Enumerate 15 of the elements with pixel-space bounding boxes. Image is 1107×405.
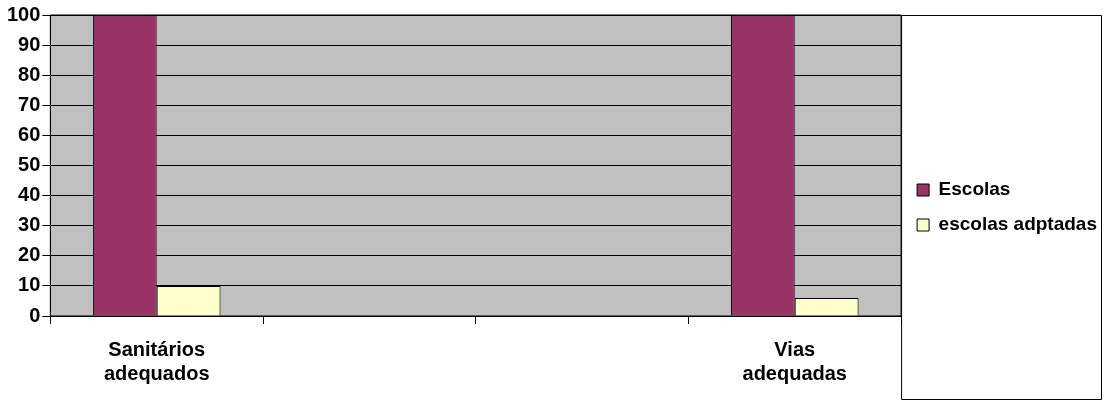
y-tick-label: 0 — [29, 303, 41, 326]
legend-label: escolas adptadas — [938, 213, 1098, 235]
x-tick-label: Vias adequadas — [742, 337, 847, 384]
legend-label: Escolas — [938, 178, 1011, 200]
y-tick-label: 70 — [18, 92, 41, 115]
y-tick-label: 100 — [6, 2, 41, 25]
y-tick-label: 90 — [18, 32, 41, 55]
y-tick-label: 80 — [18, 62, 41, 85]
y-tick-label: 50 — [18, 153, 41, 176]
y-tick-label: 10 — [18, 273, 41, 296]
y-tick-label: 60 — [18, 122, 41, 145]
y-tick-label: 40 — [18, 183, 41, 206]
y-tick-label: 20 — [18, 243, 41, 266]
y-tick-label: 30 — [18, 213, 41, 236]
x-tick-label: Sanitários adequados — [103, 337, 210, 384]
